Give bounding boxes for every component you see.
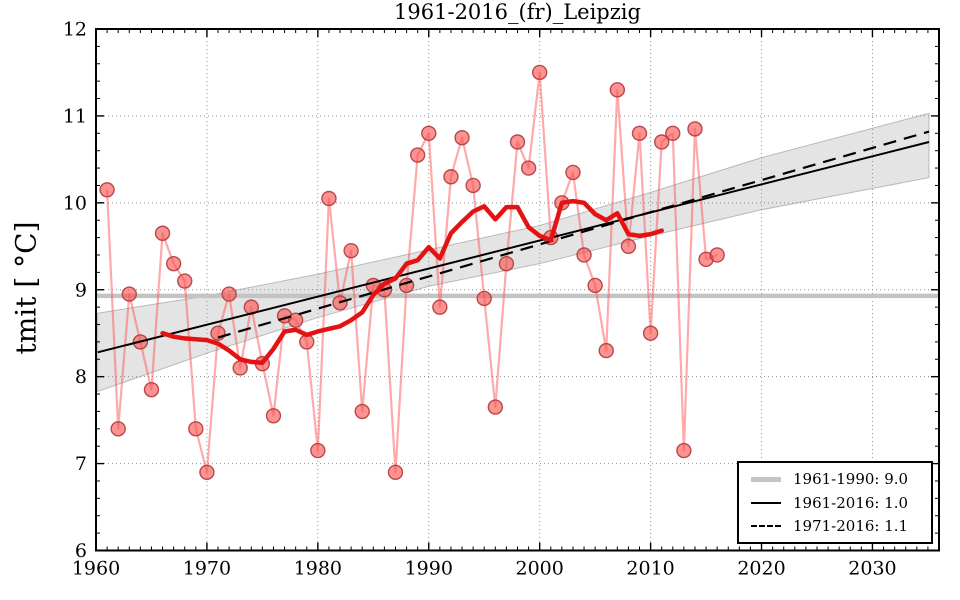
chart-title: 1961-2016_(fr)_Leipzig: [394, 0, 641, 24]
marker-1987: [387, 464, 404, 480]
legend-item-label: 1961-2016: 1.0: [793, 493, 909, 512]
legend-item-mean: 1961-1990: 9.0: [751, 470, 923, 488]
solid-line-sample-icon: [751, 501, 781, 504]
marker-1976: [265, 408, 282, 424]
marker-2016: [709, 247, 725, 263]
mean-line-sample-icon: [751, 476, 781, 482]
y-tick-label-7: 7: [75, 453, 87, 475]
marker-1997: [498, 255, 515, 272]
annual-line: [105, 71, 718, 474]
marker-1967: [165, 255, 182, 272]
legend: 1961-1990: 9.0 1961-2016: 1.0 1971-2016:…: [737, 461, 933, 544]
marker-1969: [188, 421, 204, 437]
marker-1978: [287, 312, 304, 328]
marker-1972: [221, 286, 237, 302]
legend-item-trend-1961-2016: 1961-2016: 1.0: [751, 494, 923, 512]
x-tick-label-2000: 2000: [516, 558, 564, 580]
marker-1965: [143, 382, 160, 398]
marker-1993: [454, 129, 470, 146]
x-tick-label-2010: 2010: [626, 558, 674, 580]
dashed-line-sample-icon: [751, 524, 781, 527]
marker-1995: [476, 290, 492, 307]
y-tick-label-12: 12: [63, 19, 87, 41]
y-tick-label-8: 8: [75, 366, 87, 388]
marker-1966: [154, 225, 171, 241]
marker-1998: [509, 134, 526, 150]
marker-1971: [210, 325, 226, 341]
x-tick-label-2030: 2030: [848, 558, 896, 580]
marker-2000: [531, 64, 548, 81]
x-tick-label-2020: 2020: [737, 558, 785, 580]
marker-1961: [99, 182, 115, 198]
marker-2003: [565, 164, 581, 181]
marker-2007: [609, 82, 626, 98]
running-mean-line: [160, 198, 664, 366]
marker-1981: [321, 190, 337, 207]
legend-item-label: 1961-1990: 9.0: [793, 470, 909, 489]
marker-1992: [443, 169, 459, 185]
marker-2005: [587, 277, 603, 294]
marker-2006: [598, 342, 614, 359]
y-tick-label-6: 6: [75, 540, 87, 562]
trend-solid-line: [97, 141, 930, 354]
x-tick-label-1990: 1990: [405, 558, 453, 580]
legend-item-trend-1971-2016: 1971-2016: 1.1: [751, 517, 923, 535]
marker-1984: [354, 403, 370, 420]
marker-1962: [110, 421, 126, 437]
marker-1991: [432, 299, 448, 315]
marker-1970: [199, 464, 215, 480]
y-tick-label-9: 9: [75, 279, 87, 301]
marker-2013: [676, 442, 692, 459]
marker-2012: [665, 125, 681, 142]
trend-dashed-line: [217, 130, 930, 339]
marker-1989: [409, 147, 426, 163]
y-tick-label-11: 11: [63, 105, 87, 127]
x-tick-label-1960: 1960: [72, 558, 120, 580]
marker-1968: [177, 273, 193, 289]
x-tick-label-1970: 1970: [183, 558, 231, 580]
marker-1996: [487, 399, 504, 415]
marker-1963: [121, 286, 137, 302]
x-tick-label-1980: 1980: [294, 558, 342, 580]
marker-2008: [620, 238, 637, 254]
marker-2014: [687, 121, 703, 137]
y-tick-label-10: 10: [63, 192, 87, 214]
marker-1980: [310, 442, 326, 459]
marker-1999: [520, 160, 537, 176]
marker-2010: [642, 325, 659, 341]
marker-2011: [653, 134, 670, 150]
marker-1973: [232, 360, 248, 376]
legend-item-label: 1971-2016: 1.1: [793, 516, 909, 535]
confidence-band: [97, 112, 930, 393]
marker-1983: [343, 242, 359, 259]
marker-2009: [631, 125, 648, 142]
marker-1990: [421, 125, 437, 142]
marker-2004: [576, 247, 592, 263]
marker-1994: [465, 177, 481, 194]
